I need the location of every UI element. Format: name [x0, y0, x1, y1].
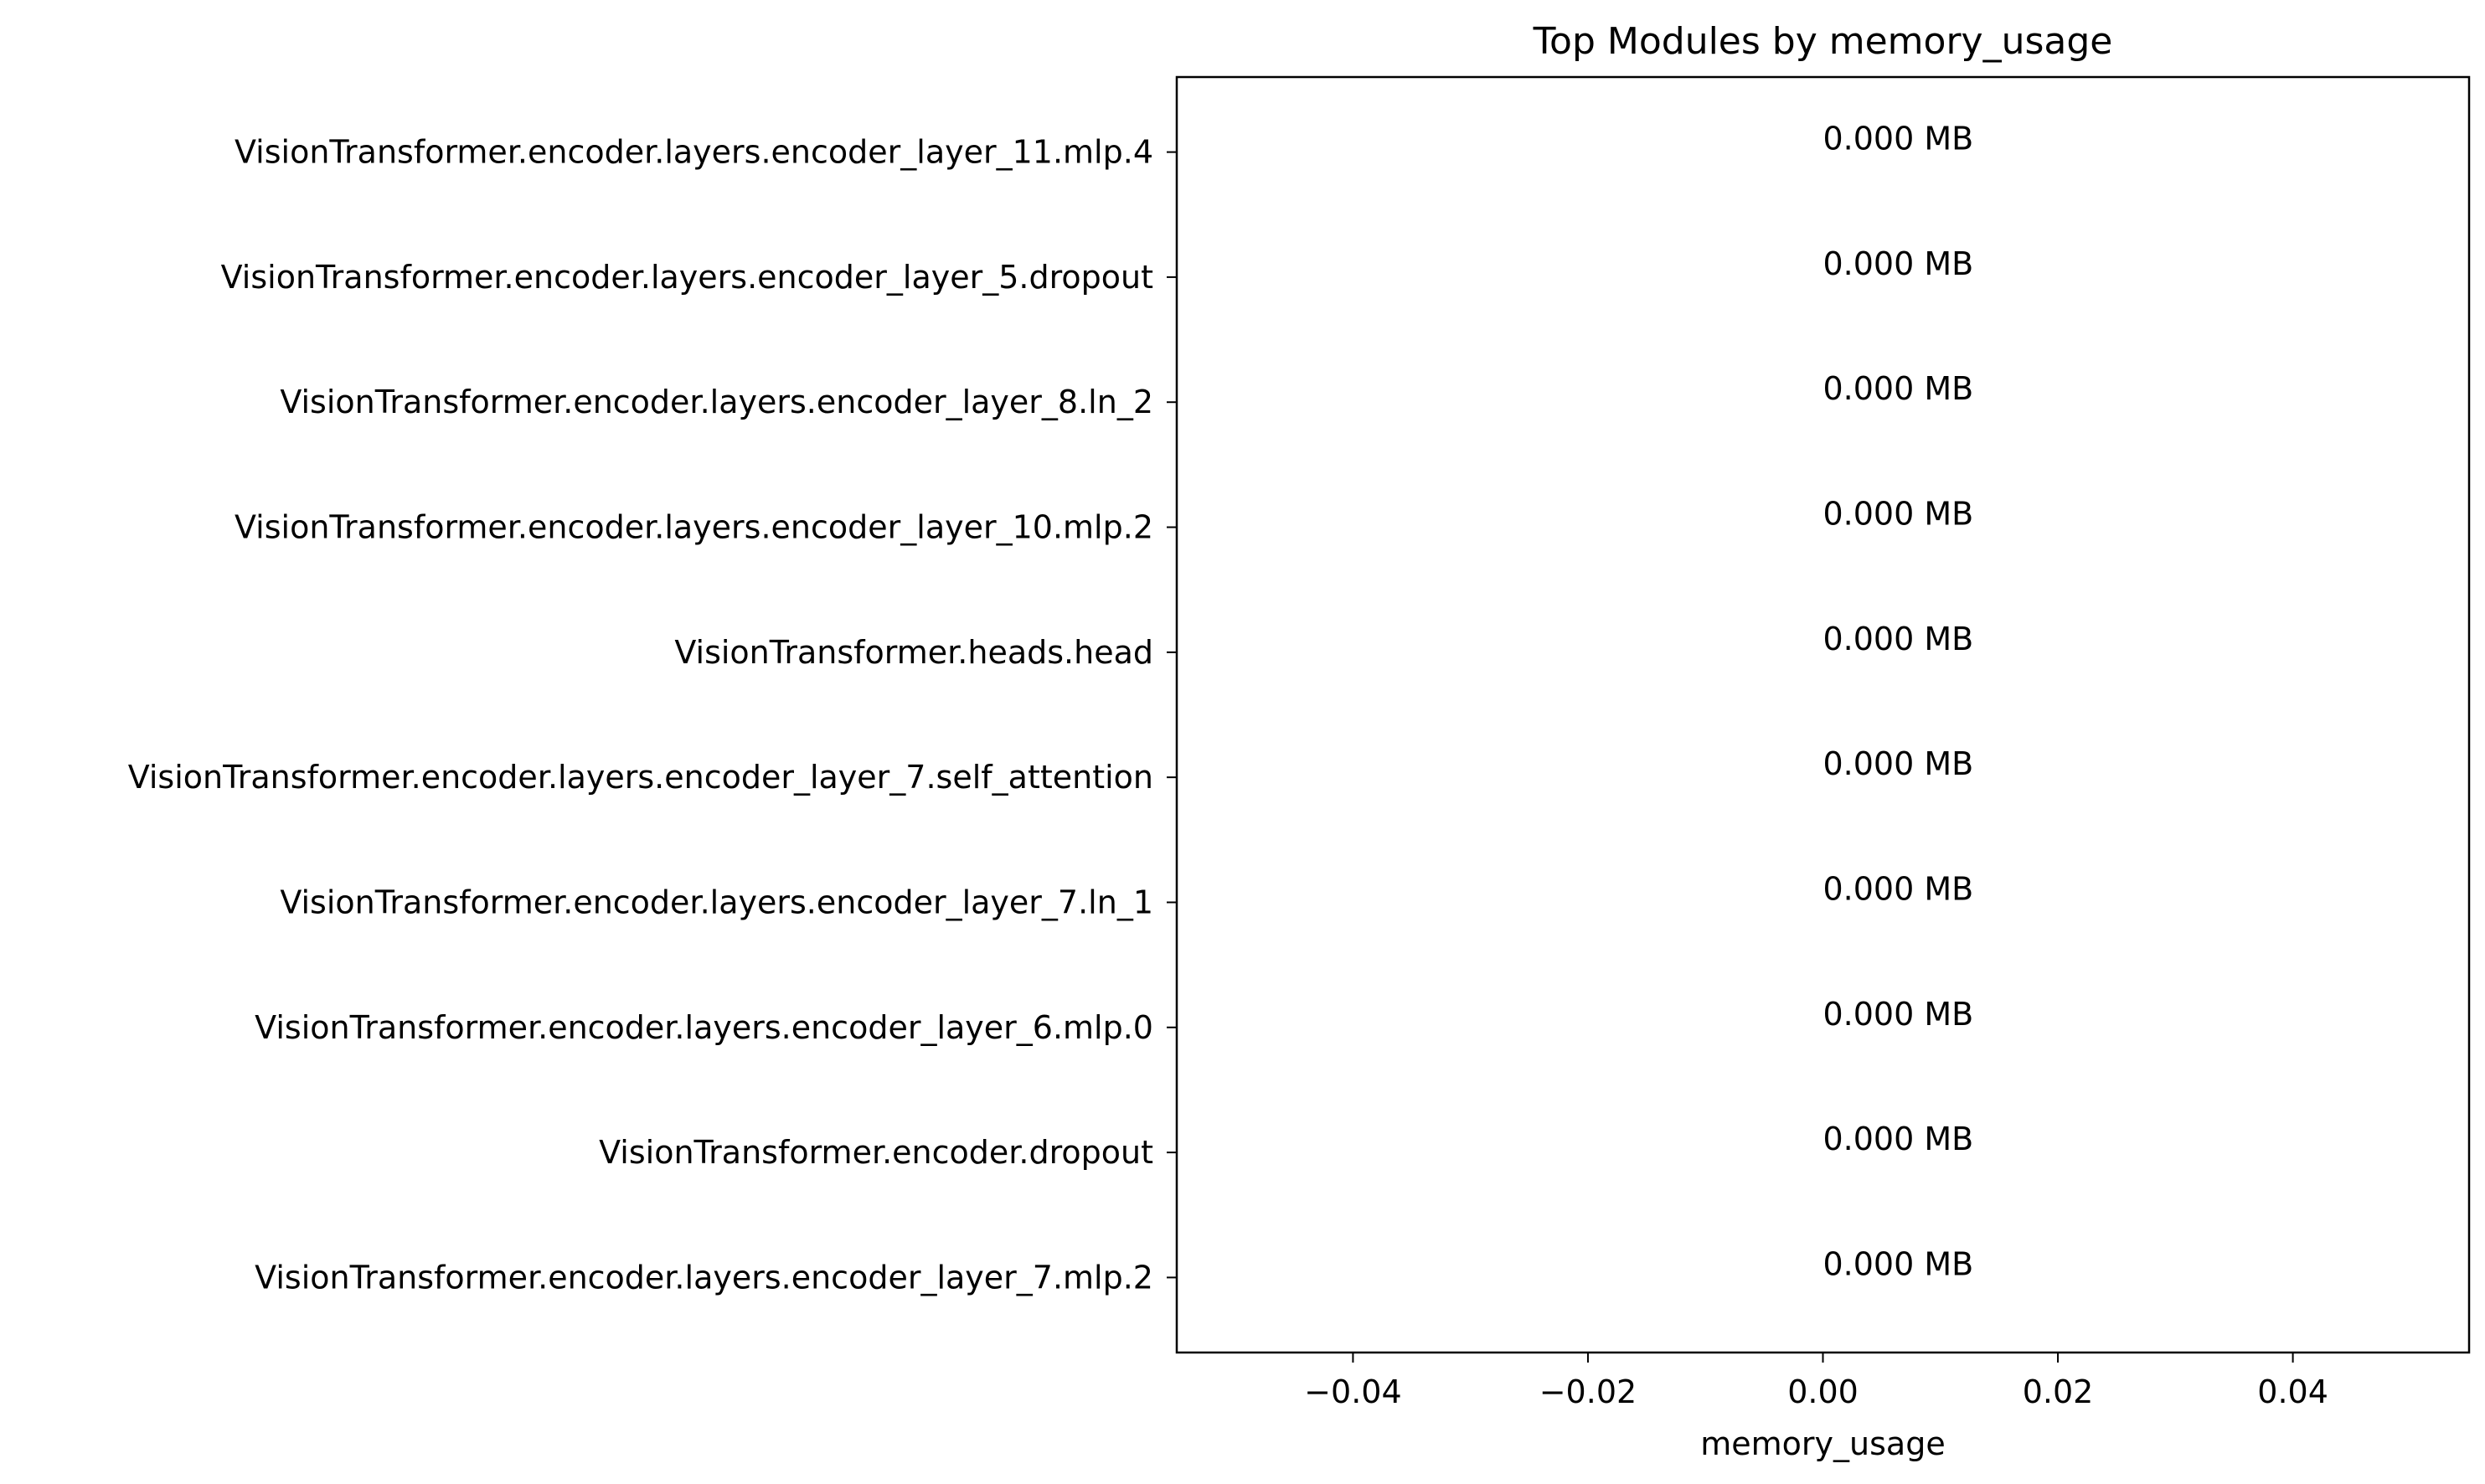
y-tick-label: VisionTransformer.encoder.layers.encoder…	[235, 134, 1153, 171]
y-tick-label: VisionTransformer.encoder.layers.encoder…	[255, 1009, 1153, 1046]
y-tick-label: VisionTransformer.encoder.layers.encoder…	[280, 884, 1153, 920]
bar-value-label: 0.000 MB	[1823, 370, 1974, 407]
x-tick-label: −0.04	[1304, 1373, 1401, 1410]
bar-value-label: 0.000 MB	[1823, 496, 1974, 533]
bar-value-label: 0.000 MB	[1823, 1245, 1974, 1282]
y-tick-label: VisionTransformer.encoder.layers.encoder…	[235, 509, 1153, 546]
x-tick-label: 0.02	[2023, 1373, 2094, 1410]
x-axis-label: memory_usage	[1700, 1425, 1945, 1462]
y-tick-label: VisionTransformer.encoder.layers.encoder…	[221, 259, 1153, 296]
y-tick-label: VisionTransformer.heads.head	[674, 634, 1153, 671]
plot-area: 0.000 MB VisionTransformer.encoder.layers…	[128, 75, 2471, 1410]
bar-value-label: 0.000 MB	[1823, 996, 1974, 1033]
y-tick-label: VisionTransformer.encoder.layers.encoder…	[255, 1259, 1153, 1296]
bar-value-label: 0.000 MB	[1823, 745, 1974, 782]
bar-value-label: 0.000 MB	[1823, 245, 1974, 282]
x-tick-label: −0.02	[1539, 1373, 1637, 1410]
axes-frame	[1175, 75, 2471, 1354]
bar-value-label: 0.000 MB	[1823, 121, 1974, 157]
bar-value-label: 0.000 MB	[1823, 870, 1974, 907]
y-tick-label: VisionTransformer.encoder.layers.encoder…	[280, 384, 1153, 420]
y-tick-label: VisionTransformer.encoder.layers.encoder…	[128, 759, 1153, 796]
y-tick-label: VisionTransformer.encoder.dropout	[599, 1134, 1153, 1171]
x-tick-label: 0.04	[2257, 1373, 2328, 1410]
bar-value-label: 0.000 MB	[1823, 621, 1974, 657]
bar-value-label: 0.000 MB	[1823, 1121, 1974, 1157]
chart-title: Top Modules by memory_usage	[1533, 20, 2113, 63]
x-tick-label: 0.00	[1787, 1373, 1859, 1410]
